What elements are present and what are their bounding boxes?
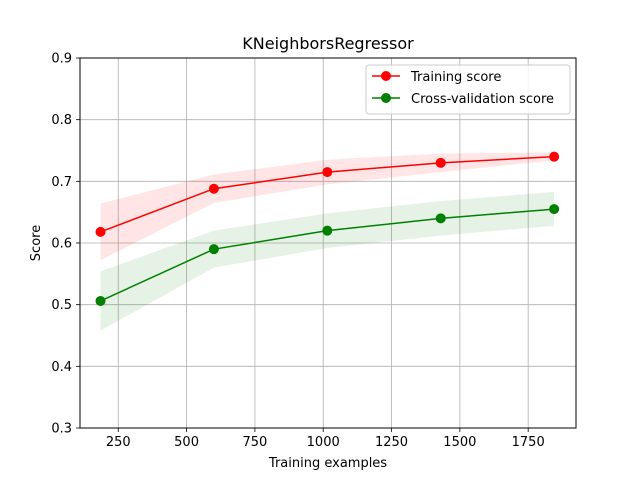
legend-marker-training (381, 71, 391, 81)
y-tick-label: 0.6 (51, 237, 72, 252)
legend-box (365, 64, 571, 115)
legend-label-cv: Cross-validation score (411, 92, 554, 107)
x-tick-label: 750 (242, 435, 267, 450)
legend-label-training: Training score (410, 70, 501, 85)
legend-marker-cv (381, 93, 391, 103)
y-axis-label: Score (29, 225, 44, 261)
y-tick-label: 0.4 (51, 360, 72, 375)
x-tick-label: 1000 (307, 435, 340, 450)
x-tick-label: 500 (174, 435, 199, 450)
x-tick-label: 1750 (512, 435, 545, 450)
data-point-1 (435, 213, 446, 224)
legend: Training score Cross-validation score (365, 64, 571, 115)
confidence-bands (100, 152, 555, 331)
data-point-0 (549, 151, 560, 162)
x-tick-label: 1500 (443, 435, 476, 450)
data-point-0 (435, 157, 446, 168)
data-point-0 (95, 226, 106, 237)
x-tick-label: 250 (106, 435, 131, 450)
y-tick-label: 0.5 (51, 298, 72, 313)
x-tick-label: 1250 (375, 435, 408, 450)
y-tick-label: 0.7 (51, 175, 72, 190)
y-tick-label: 0.9 (51, 52, 72, 67)
data-point-1 (322, 225, 333, 236)
data-point-0 (322, 167, 333, 178)
data-point-0 (208, 183, 219, 194)
y-tick-label: 0.3 (51, 422, 72, 437)
confidence-band-0 (100, 152, 555, 261)
confidence-band-1 (100, 191, 555, 331)
series-points (95, 151, 560, 306)
data-point-1 (549, 204, 560, 215)
axis-ticks: 250 500 750 1000 1250 1500 1750 0.3 0.4 0.5 0.6 0.7… (51, 52, 544, 451)
x-axis-label: Training examples (268, 456, 387, 471)
data-point-1 (95, 295, 106, 306)
chart-title: KNeighborsRegressor (242, 34, 414, 53)
y-tick-label: 0.8 (51, 113, 72, 128)
data-point-1 (208, 244, 219, 255)
